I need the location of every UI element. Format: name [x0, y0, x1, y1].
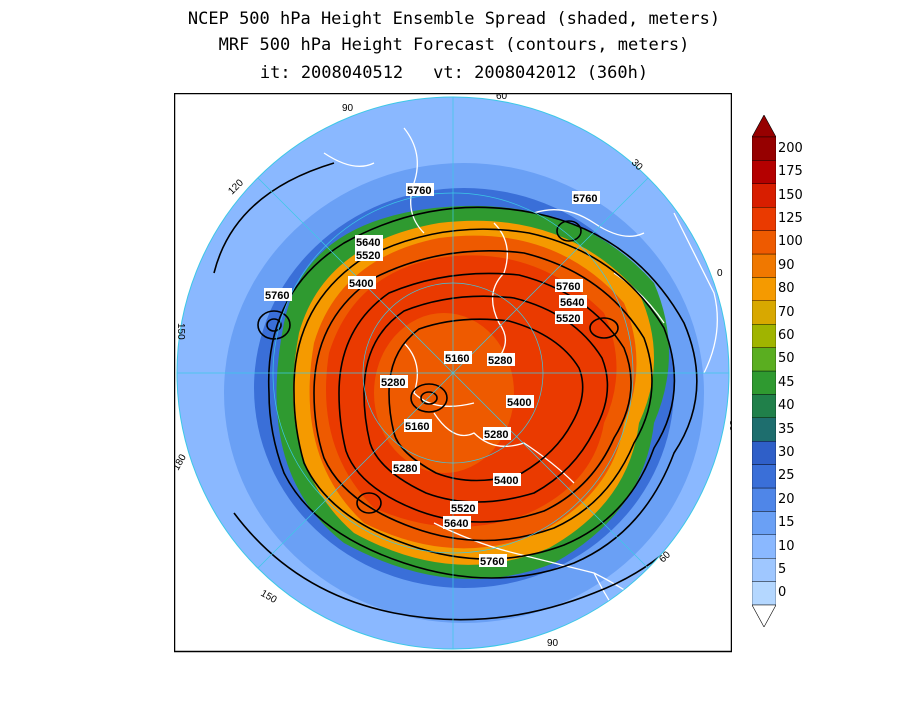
contour-label: 5760: [556, 281, 580, 293]
colorbar-swatch: [752, 160, 776, 185]
init-time: it: 2008040512: [259, 63, 404, 83]
colorbar-level-label: 125: [778, 210, 803, 226]
colorbar-swatch: [752, 136, 776, 161]
contour-label: 5640: [444, 518, 468, 530]
colorbar-swatch: [752, 347, 776, 372]
colorbar-swatch: [752, 441, 776, 465]
contour-label: 5280: [393, 463, 417, 475]
colorbar-level-label: 70: [778, 304, 795, 320]
title-line-2: MRF 500 hPa Height Forecast (contours, m…: [218, 35, 690, 55]
colorbar-swatch: [752, 370, 776, 395]
contour-label: 5760: [407, 185, 431, 197]
colorbar-swatch: [752, 206, 776, 231]
contour-labels: 5760 5760 5640 5520 5400 5760 5760 5640 …: [264, 183, 600, 568]
title-line-1: NCEP 500 hPa Height Ensemble Spread (sha…: [187, 9, 721, 29]
colorbar-swatch: [752, 511, 776, 535]
colorbar-level-label: 150: [778, 187, 803, 203]
map-panel: 60 30 0 30 60 90 120 150 180 150 120 90 …: [174, 93, 732, 653]
colorbar-swatch: [752, 394, 776, 418]
title-line-3: it: 2008040512 vt: 2008042012 (360h): [0, 63, 908, 83]
colorbar-swatch: [752, 277, 776, 301]
lon-label-90w: 90: [342, 103, 354, 114]
colorbar-swatch: [752, 230, 776, 255]
lon-label-150w: 150: [175, 323, 186, 340]
colorbar-max-arrow: [752, 115, 776, 138]
map-disc-edge: [176, 96, 730, 650]
contour-label: 5520: [356, 250, 380, 262]
colorbar-level-label: 50: [778, 351, 795, 367]
lon-label-0: 0: [717, 268, 723, 279]
colorbar-swatch: [752, 300, 776, 325]
colorbar-level-label: 175: [778, 164, 803, 180]
contour-label: 5520: [556, 313, 580, 325]
graticule: [177, 97, 729, 649]
colorbar-level-label: 10: [778, 538, 795, 554]
colorbar-swatch: [752, 323, 776, 348]
colorbar-level-label: 45: [778, 374, 795, 390]
contour-label: 5280: [488, 355, 512, 367]
contour-label: 5640: [356, 237, 380, 249]
colorbar-level-label: 30: [778, 444, 795, 460]
colorbar-swatch: [752, 581, 776, 606]
colorbar-level-label: 35: [778, 421, 795, 437]
colorbar-level-label: 90: [778, 257, 795, 273]
contour-label: 5160: [445, 353, 469, 365]
colorbar-level-label: 20: [778, 491, 795, 507]
contour-label: 5400: [494, 475, 518, 487]
contour-label: 5400: [349, 278, 373, 290]
valid-time: vt: 2008042012 (360h): [433, 63, 649, 83]
colorbar-level-label: 0: [778, 585, 787, 601]
lon-label-120e: 120: [394, 652, 411, 653]
colorbar-swatch: [752, 253, 776, 278]
spread-center: [374, 313, 514, 473]
colorbar-swatch: [752, 183, 776, 208]
contour-label: 5280: [484, 429, 508, 441]
contour-label: 5160: [405, 421, 429, 433]
colorbar-swatch: [752, 487, 776, 512]
colorbar-level-label: 40: [778, 398, 795, 414]
contour-label: 5520: [451, 503, 475, 515]
contour-label: 5760: [480, 556, 504, 568]
colorbar-swatch: [752, 464, 776, 489]
colorbar-swatch: [752, 417, 776, 442]
contour-label: 5400: [507, 397, 531, 409]
colorbar-swatch: [752, 558, 776, 582]
lon-label-90e: 90: [547, 638, 559, 649]
colorbar-level-label: 5: [778, 561, 787, 577]
lon-label-60w: 60: [496, 93, 508, 102]
colorbar-swatch: [752, 534, 776, 559]
colorbar-level-label: 80: [778, 281, 795, 297]
contour-label: 5760: [573, 193, 597, 205]
colorbar-min-arrow: [752, 604, 776, 627]
contour-label: 5280: [381, 377, 405, 389]
height-contours: [213, 162, 715, 621]
contour-label: 5760: [265, 290, 289, 302]
colorbar-level-label: 15: [778, 515, 795, 531]
colorbar-level-label: 60: [778, 327, 795, 343]
lon-label-30e: 30: [727, 420, 732, 432]
colorbar: [752, 115, 776, 627]
colorbar-level-label: 200: [778, 140, 803, 156]
colorbar-level-label: 100: [778, 234, 803, 250]
contour-label: 5640: [560, 297, 584, 309]
colorbar-level-label: 25: [778, 468, 795, 484]
